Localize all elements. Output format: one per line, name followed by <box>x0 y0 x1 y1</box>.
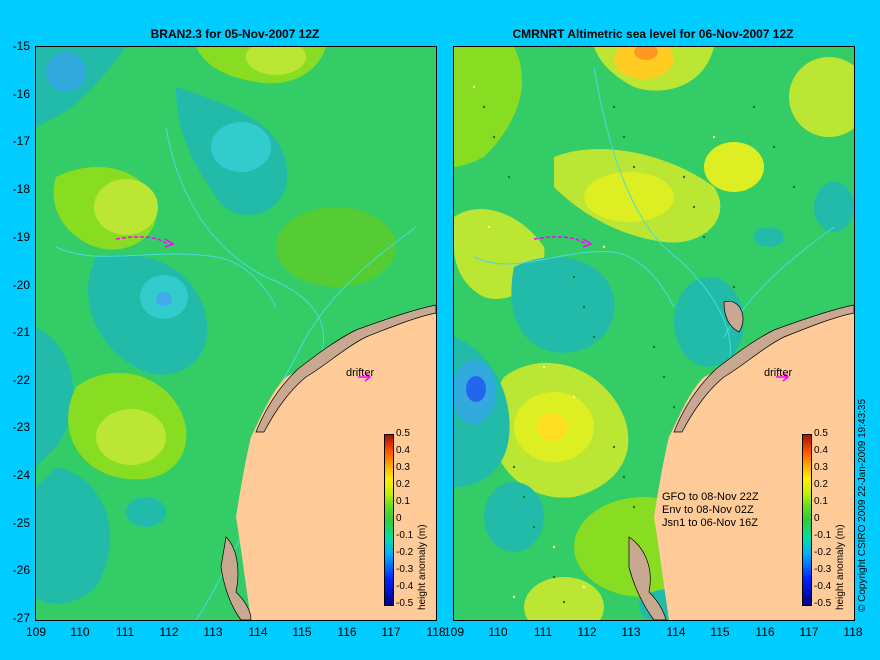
x-axis-label: 111 <box>533 625 553 639</box>
y-axis-label: -18 <box>12 182 30 196</box>
colorbar-tick: 0.3 <box>396 462 410 473</box>
satellite-notes: GFO to 08-Nov 22Z Env to 08-Nov 02Z Jsn1… <box>662 491 759 530</box>
y-axis-label: -20 <box>12 278 30 292</box>
y-axis-label: -26 <box>12 563 30 577</box>
left-map-panel: drifter 0.5 0.4 0.3 0.2 0.1 0 -0.1 -0.2 … <box>35 46 437 621</box>
x-axis-label: 114 <box>666 625 686 639</box>
drifter-label: drifter <box>764 367 793 379</box>
x-axis-label: 117 <box>381 625 401 639</box>
colorbar <box>802 434 812 606</box>
right-panel-title: CMRNRT Altimetric sea level for 06-Nov-2… <box>512 27 794 41</box>
y-axis-label: -27 <box>12 611 30 625</box>
colorbar-title: height anomaly (m) <box>417 524 428 610</box>
x-axis-label: 115 <box>710 625 730 639</box>
y-axis-label: -19 <box>12 230 30 244</box>
x-axis-label: 109 <box>443 625 465 639</box>
x-axis-label: 118 <box>843 625 863 639</box>
copyright-text: © Copyright CSIRO 2009 22-Jan-2009 19:43… <box>857 398 868 612</box>
x-axis-label: 116 <box>337 625 357 639</box>
colorbar-tick: 0.2 <box>814 479 828 490</box>
colorbar-tick: 0.1 <box>396 496 410 507</box>
x-axis-label: 116 <box>755 625 775 639</box>
right-map-panel: drifter GFO to 08-Nov 22Z Env to 08-Nov … <box>453 46 855 621</box>
x-axis-label: 115 <box>292 625 312 639</box>
x-axis-label: 111 <box>115 625 135 639</box>
note-line: Jsn1 to 06-Nov 16Z <box>662 517 758 529</box>
x-axis-label: 112 <box>577 625 597 639</box>
colorbar-tick: -0.1 <box>396 530 414 541</box>
x-axis-label: 109 <box>25 625 47 639</box>
x-axis-label: 113 <box>203 625 223 639</box>
y-axis-label: -22 <box>12 373 30 387</box>
colorbar-tick: 0.4 <box>814 445 828 456</box>
y-axis-label: -24 <box>12 468 30 482</box>
x-axis-label: 118 <box>426 625 446 639</box>
y-axis-label: -23 <box>12 420 30 434</box>
colorbar-tick: -0.3 <box>396 564 414 575</box>
colorbar-tick: -0.1 <box>814 530 832 541</box>
y-axis-label: -17 <box>12 134 30 148</box>
drifter-label: drifter <box>346 367 375 379</box>
colorbar-tick: 0.5 <box>814 428 828 439</box>
note-line: GFO to 08-Nov 22Z <box>662 491 759 503</box>
y-axis-label: -16 <box>12 87 30 101</box>
colorbar-tick: -0.5 <box>396 598 414 609</box>
colorbar-tick: 0.3 <box>814 462 828 473</box>
colorbar-tick: 0 <box>396 513 402 524</box>
colorbar-tick: -0.2 <box>396 547 414 558</box>
x-axis-label: 114 <box>248 625 268 639</box>
y-axis-label: -25 <box>12 516 30 530</box>
colorbar-tick: -0.5 <box>814 598 832 609</box>
x-axis-label: 112 <box>159 625 179 639</box>
y-axis-label: -21 <box>12 325 30 339</box>
colorbar-tick: 0.4 <box>396 445 410 456</box>
colorbar-tick: 0 <box>814 513 820 524</box>
x-axis-label: 110 <box>488 625 508 639</box>
colorbar <box>384 434 394 606</box>
colorbar-tick: -0.2 <box>814 547 832 558</box>
colorbar-tick: -0.3 <box>814 564 832 575</box>
colorbar-tick: -0.4 <box>814 581 832 592</box>
note-line: Env to 08-Nov 02Z <box>662 504 754 516</box>
x-axis-label: 113 <box>621 625 641 639</box>
x-axis-label: 117 <box>799 625 819 639</box>
colorbar-tick: 0.1 <box>814 496 828 507</box>
colorbar-title: height anomaly (m) <box>835 524 846 610</box>
colorbar-tick: 0.5 <box>396 428 410 439</box>
colorbar-tick: 0.2 <box>396 479 410 490</box>
y-axis-label: -15 <box>12 39 30 53</box>
x-axis-label: 110 <box>70 625 90 639</box>
left-panel-title: BRAN2.3 for 05-Nov-2007 12Z <box>150 27 320 41</box>
colorbar-tick: -0.4 <box>396 581 414 592</box>
